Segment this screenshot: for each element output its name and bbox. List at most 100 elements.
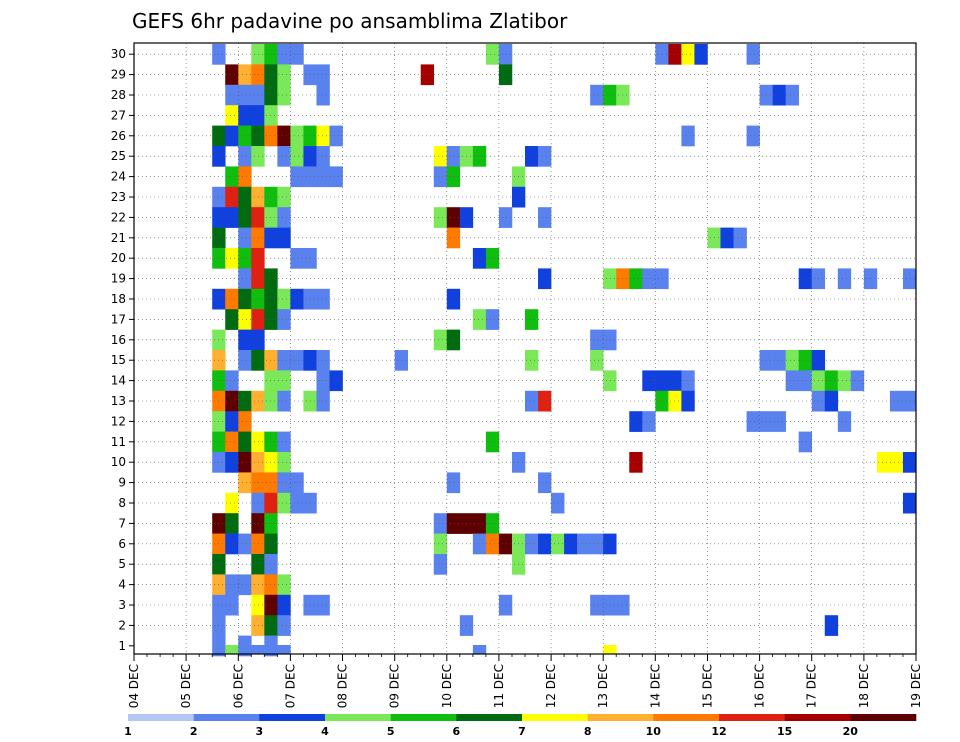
heatmap-cell: [264, 645, 278, 654]
heatmap-cell: [902, 492, 917, 514]
heatmap-cell: [238, 268, 252, 290]
heatmap-cell: [277, 594, 291, 616]
heatmap-cell: [225, 309, 239, 330]
heatmap-cell: [785, 370, 799, 392]
heatmap-cell: [538, 146, 552, 167]
heatmap-cell: [251, 574, 265, 596]
heatmap-cell: [642, 411, 656, 432]
heatmap-cell: [446, 146, 461, 167]
x-tick-label: 19 DEC: [909, 664, 923, 708]
heatmap-cell: [798, 431, 813, 453]
heatmap-cell: [277, 431, 291, 453]
heatmap-cell: [498, 44, 513, 65]
heatmap-cell: [629, 452, 643, 473]
y-tick-label: 20: [111, 251, 126, 265]
heatmap-cell: [277, 125, 291, 147]
heatmap-cell: [238, 329, 252, 351]
heatmap-cell: [225, 125, 239, 147]
heatmap-cell: [251, 288, 265, 310]
heatmap-cell: [251, 227, 265, 249]
heatmap-cell: [694, 44, 708, 65]
heatmap-cell: [316, 84, 330, 106]
heatmap-cell: [590, 533, 604, 555]
heatmap-cell: [472, 248, 487, 269]
heatmap-cell: [485, 533, 500, 555]
legend-label: 5: [387, 725, 395, 738]
heatmap-cell: [238, 186, 252, 208]
heatmap-cell: [603, 268, 617, 290]
heatmap-cell: [225, 288, 239, 310]
heatmap-cell: [394, 350, 408, 371]
y-tick-label: 13: [111, 394, 126, 408]
legend-swatch: [456, 714, 523, 721]
heatmap-cell: [277, 309, 291, 330]
heatmap-cell: [446, 329, 461, 351]
heatmap-cell: [433, 166, 448, 188]
heatmap-cell: [251, 329, 265, 351]
heatmap-cell: [238, 166, 252, 188]
heatmap-cell: [642, 370, 656, 392]
heatmap-cell: [746, 44, 760, 65]
heatmap-cell: [251, 84, 265, 106]
heatmap-cell: [629, 411, 643, 432]
heatmap-cell: [772, 411, 786, 432]
heatmap-cell: [772, 84, 786, 106]
y-tick-label: 23: [111, 190, 126, 204]
legend-swatch: [259, 714, 326, 721]
heatmap-cell: [824, 615, 839, 636]
heatmap-cell: [277, 492, 291, 514]
heatmap-cell: [498, 533, 513, 555]
legend-label: 2: [190, 725, 198, 738]
y-tick-label: 5: [118, 557, 126, 571]
y-tick-label: 11: [111, 435, 126, 449]
heatmap-cell: [277, 645, 291, 654]
heatmap-cell: [485, 431, 500, 453]
legend-swatch: [784, 714, 851, 721]
heatmap-cell: [290, 288, 304, 310]
heatmap-cell: [277, 370, 291, 392]
heatmap-cell: [251, 309, 265, 330]
heatmap-cell: [251, 554, 265, 575]
heatmap-cell: [290, 248, 304, 269]
y-tick-label: 19: [111, 272, 126, 286]
heatmap-cell: [329, 370, 343, 392]
heatmap-cell: [225, 431, 239, 453]
chart-title: GEFS 6hr padavine po ansamblima Zlatibor: [132, 9, 568, 33]
heatmap-cell: [238, 350, 252, 371]
x-tick-label: 12 DEC: [544, 664, 558, 708]
y-tick-label: 27: [111, 108, 126, 122]
heatmap-cell: [590, 329, 604, 351]
heatmap-cell: [525, 390, 539, 412]
legend-label: 10: [646, 725, 662, 738]
heatmap-cell: [251, 248, 265, 269]
heatmap-cell: [277, 452, 291, 473]
heatmap-cell: [238, 472, 252, 494]
y-tick-label: 29: [111, 68, 126, 82]
heatmap-cell: [538, 472, 552, 494]
heatmap-cell: [225, 574, 239, 596]
y-tick-label: 28: [111, 88, 126, 102]
heatmap-cell: [681, 390, 695, 412]
heatmap-cell: [603, 370, 617, 392]
heatmap-cell: [655, 268, 669, 290]
heatmap-cell: [238, 309, 252, 330]
heatmap-cell: [668, 370, 682, 392]
heatmap-cell: [238, 533, 252, 555]
heatmap-cell: [603, 594, 617, 616]
heatmap-cell: [238, 105, 252, 126]
y-tick-label: 12: [111, 414, 126, 428]
heatmap-cell: [525, 309, 539, 330]
heatmap-cell: [798, 268, 813, 290]
heatmap-cell: [433, 329, 448, 351]
heatmap-cell: [433, 554, 448, 575]
heatmap-cell: [446, 288, 461, 310]
color-legend: 1 2 3 4 5 6 7 8 10 12 15 20: [124, 714, 917, 738]
x-tick-label: 04 DEC: [127, 664, 141, 708]
legend-swatch: [128, 714, 194, 721]
heatmap-cell: [290, 166, 304, 188]
legend-swatch: [193, 714, 260, 721]
heatmap-cell: [681, 370, 695, 392]
heatmap-cell: [238, 227, 252, 249]
heatmap-cell: [238, 64, 252, 86]
